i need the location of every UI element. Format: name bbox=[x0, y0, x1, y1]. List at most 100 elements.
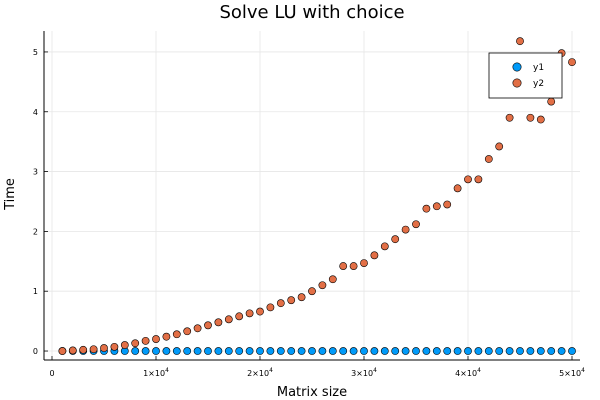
data-point-y2 bbox=[162, 332, 171, 341]
data-point-y1 bbox=[328, 347, 337, 355]
x-tick-exponent: 4 bbox=[269, 367, 273, 374]
data-point-y2 bbox=[547, 97, 556, 106]
data-point-y1 bbox=[360, 347, 368, 355]
data-point-y2 bbox=[141, 336, 150, 345]
data-point-y2 bbox=[412, 220, 420, 229]
data-point-y2 bbox=[370, 251, 379, 260]
data-point-y2 bbox=[68, 346, 77, 355]
plot-frame bbox=[43, 31, 580, 361]
data-point-y2 bbox=[495, 142, 504, 151]
data-point-y2 bbox=[193, 324, 202, 333]
legend-box bbox=[488, 52, 563, 99]
y-axis-label: Time bbox=[3, 178, 18, 211]
data-point-y2 bbox=[58, 347, 67, 355]
data-point-y1 bbox=[568, 347, 576, 355]
data-point-y1 bbox=[422, 347, 431, 355]
data-point-y2 bbox=[318, 281, 327, 290]
data-point-y1 bbox=[432, 347, 441, 355]
legend-marker-y1 bbox=[512, 62, 522, 72]
data-point-y1 bbox=[557, 347, 566, 355]
data-point-y1 bbox=[235, 347, 244, 355]
data-point-y2 bbox=[204, 321, 212, 330]
data-point-y1 bbox=[297, 347, 306, 355]
data-point-y2 bbox=[297, 293, 306, 302]
data-point-y2 bbox=[360, 259, 368, 267]
legend: y1 y2 bbox=[488, 52, 563, 99]
y-tick-label: 2 bbox=[33, 227, 38, 236]
data-point-y1 bbox=[193, 347, 202, 355]
data-point-y1 bbox=[141, 347, 150, 355]
data-point-y1 bbox=[152, 347, 160, 355]
data-point-y1 bbox=[380, 347, 389, 355]
data-point-y1 bbox=[256, 347, 264, 355]
x-tick-exponent: 4 bbox=[373, 367, 377, 374]
x-tick-exponent: 4 bbox=[165, 367, 169, 374]
data-point-y2 bbox=[349, 262, 358, 270]
data-point-y2 bbox=[422, 204, 431, 213]
x-tick-label: 3×104 bbox=[351, 367, 377, 378]
data-point-y2 bbox=[110, 342, 119, 351]
data-point-y1 bbox=[308, 347, 316, 355]
data-point-y2 bbox=[276, 299, 285, 308]
data-point-y1 bbox=[276, 347, 285, 355]
data-point-y2 bbox=[443, 200, 452, 209]
data-point-y1 bbox=[412, 347, 420, 355]
data-point-y1 bbox=[162, 347, 171, 355]
x-axis: 0 1×104 2×104 3×104 4×104 5×104 bbox=[49, 356, 585, 378]
y-tick-label: 0 bbox=[33, 347, 38, 356]
data-point-y2 bbox=[484, 155, 493, 163]
data-point-y2 bbox=[245, 309, 254, 318]
data-point-y2 bbox=[287, 296, 296, 305]
data-point-y1 bbox=[287, 347, 296, 355]
data-point-y2 bbox=[266, 303, 275, 312]
x-tick-label: 1×104 bbox=[143, 367, 169, 378]
data-point-y1 bbox=[401, 347, 410, 355]
data-point-y2 bbox=[172, 330, 181, 339]
data-point-y2 bbox=[131, 339, 140, 348]
data-point-y1 bbox=[204, 347, 212, 355]
y-tick-label: 4 bbox=[33, 108, 38, 117]
data-point-y2 bbox=[214, 318, 223, 327]
data-point-y1 bbox=[318, 347, 327, 355]
data-point-y2 bbox=[516, 37, 524, 46]
data-point-y2 bbox=[183, 327, 192, 336]
data-point-y1 bbox=[516, 347, 524, 355]
data-point-y2 bbox=[505, 113, 514, 122]
data-point-y2 bbox=[89, 345, 98, 354]
data-point-y1 bbox=[536, 347, 545, 355]
data-points bbox=[58, 37, 576, 355]
data-point-y1 bbox=[391, 347, 400, 355]
data-point-y2 bbox=[120, 341, 129, 349]
data-point-y2 bbox=[568, 58, 576, 67]
data-point-y1 bbox=[443, 347, 452, 355]
data-point-y2 bbox=[453, 184, 462, 193]
data-point-y2 bbox=[308, 287, 316, 296]
data-point-y1 bbox=[453, 347, 462, 355]
data-point-y1 bbox=[339, 347, 348, 355]
y-axis: 0 1 2 3 4 5 bbox=[33, 48, 48, 356]
data-point-y1 bbox=[349, 347, 358, 355]
data-point-y2 bbox=[380, 242, 389, 251]
x-tick-label: 0 bbox=[49, 369, 54, 378]
data-point-y1 bbox=[214, 347, 223, 355]
data-point-y1 bbox=[484, 347, 493, 355]
x-tick-label: 2×104 bbox=[247, 367, 273, 378]
data-point-y2 bbox=[79, 345, 88, 354]
x-tick-label: 5×104 bbox=[559, 367, 585, 378]
data-point-y2 bbox=[432, 202, 441, 211]
data-point-y1 bbox=[245, 347, 254, 355]
data-point-y2 bbox=[526, 113, 535, 122]
legend-marker-y2 bbox=[512, 78, 522, 88]
data-point-y1 bbox=[505, 347, 514, 355]
data-point-y2 bbox=[235, 312, 244, 321]
data-point-y1 bbox=[266, 347, 275, 355]
data-point-y2 bbox=[401, 225, 410, 234]
data-point-y1 bbox=[495, 347, 504, 355]
data-point-y2 bbox=[536, 115, 545, 124]
data-point-y1 bbox=[474, 347, 483, 355]
data-point-y2 bbox=[256, 307, 264, 316]
data-point-y2 bbox=[152, 335, 160, 343]
x-tick-exponent: 4 bbox=[477, 367, 481, 374]
data-point-y2 bbox=[328, 275, 337, 284]
